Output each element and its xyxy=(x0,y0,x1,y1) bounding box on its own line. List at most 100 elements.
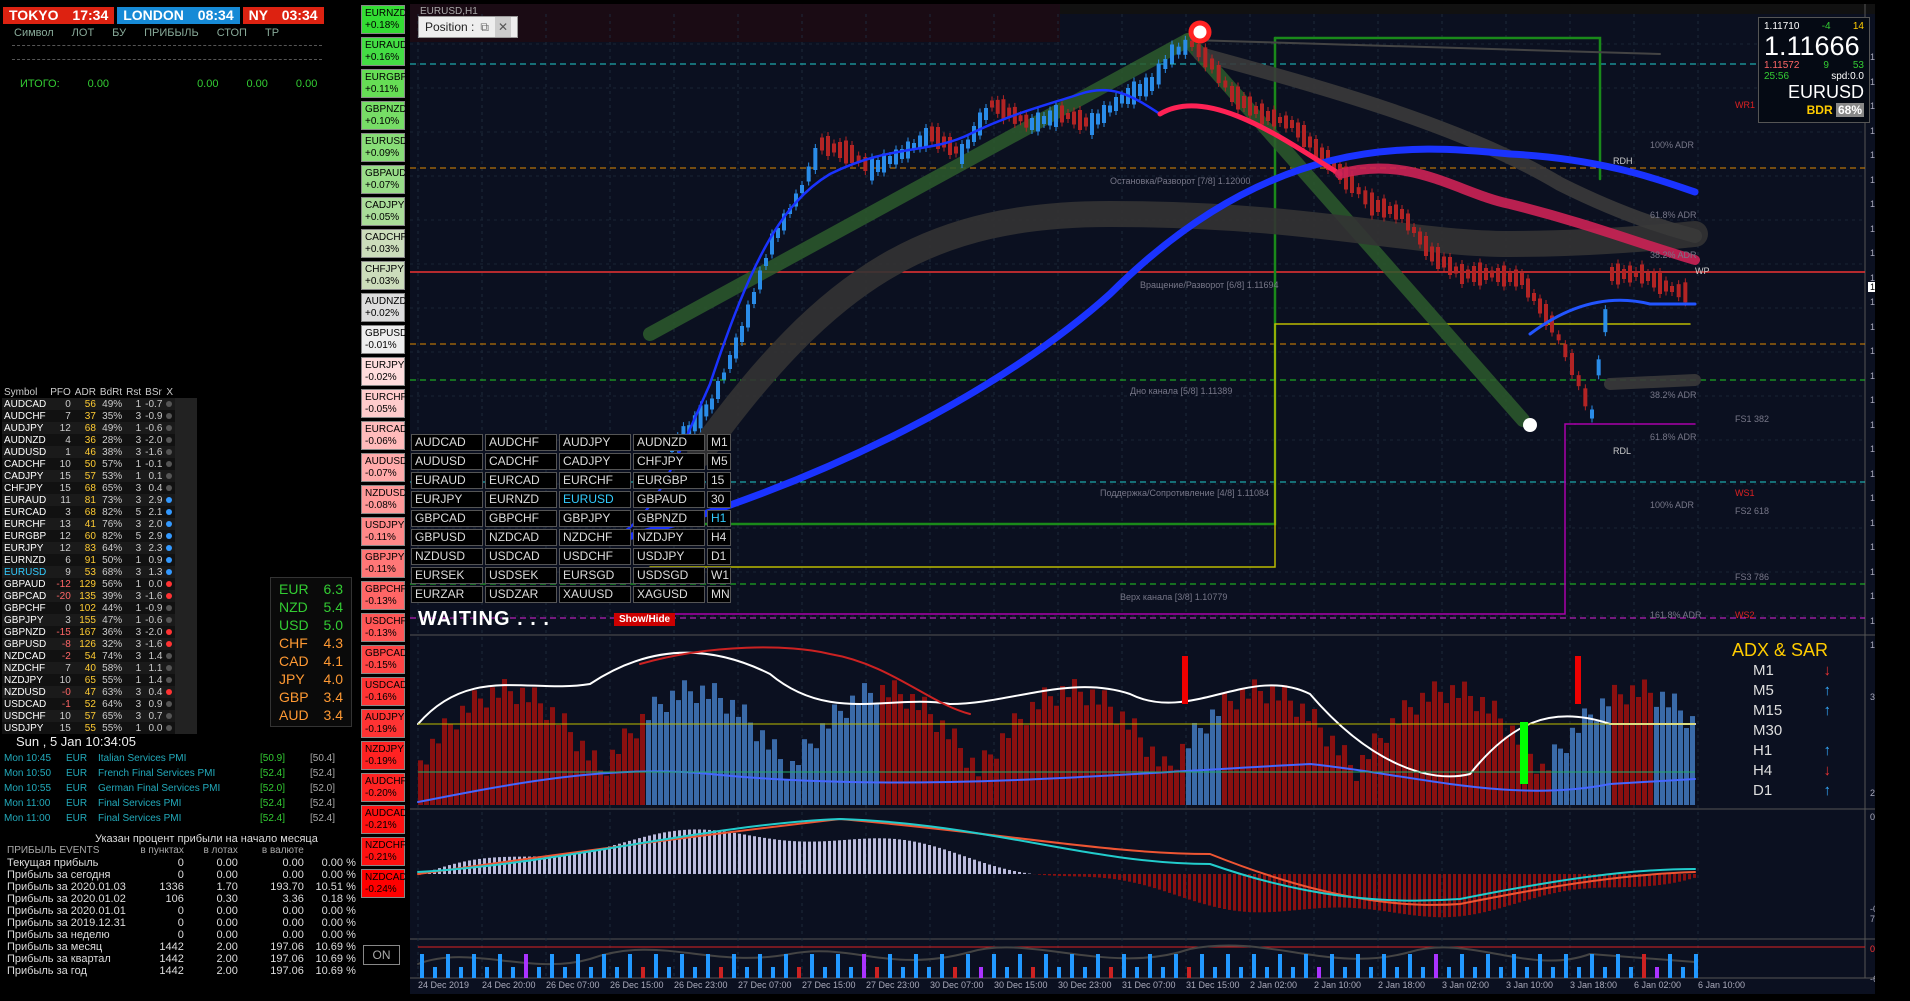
symbol-button-audchf[interactable]: AUDCHF xyxy=(485,434,557,451)
symbol-button-h1[interactable]: H1 xyxy=(707,510,731,527)
symbol-button-eurnzd[interactable]: EURNZD xyxy=(485,491,557,508)
symbol-row[interactable]: EURJPY 12 83 64% 3 2.3 xyxy=(2,542,198,554)
symbol-button-usdsgd[interactable]: USDSGD xyxy=(633,567,705,584)
symbol-button-audusd[interactable]: AUDUSD xyxy=(411,453,483,470)
symbol-button-mn[interactable]: MN xyxy=(707,586,731,603)
symbol-button-d1[interactable]: D1 xyxy=(707,548,731,565)
symbol-button-usdcad[interactable]: USDCAD xyxy=(485,548,557,565)
symbol-row[interactable]: CADJPY 15 57 53% 1 0.1 xyxy=(2,470,198,482)
pair-button-eurusd[interactable]: EURUSD +0.09% xyxy=(361,133,407,162)
news-item[interactable]: Mon 11:00 EUR Final Services PMI [52.4] [52.4… xyxy=(4,811,350,826)
symbol-button-nzdjpy[interactable]: NZDJPY xyxy=(633,529,705,546)
pair-button-nzdchf[interactable]: NZDCHF -0.21% xyxy=(361,837,406,866)
symbol-button-audjpy[interactable]: AUDJPY xyxy=(559,434,631,451)
symbol-button-gbpaud[interactable]: GBPAUD xyxy=(633,491,705,508)
pair-button-gbpjpy[interactable]: GBPJPY -0.11% xyxy=(361,549,405,578)
news-item[interactable]: Mon 11:00 EUR Final Services PMI [52.4] [52.4… xyxy=(4,796,350,811)
pair-button-audusd[interactable]: AUDUSD -0.07% xyxy=(361,453,407,482)
symbol-button-usdzar[interactable]: USDZAR xyxy=(485,586,557,603)
symbol-button-gbpusd[interactable]: GBPUSD xyxy=(411,529,483,546)
pair-button-audcad[interactable]: AUDCAD -0.21% xyxy=(361,805,407,834)
symbol-button-chfjpy[interactable]: CHFJPY xyxy=(633,453,705,470)
symbol-button-xagusd[interactable]: XAGUSD xyxy=(633,586,705,603)
symbol-button-gbpcad[interactable]: GBPCAD xyxy=(411,510,483,527)
symbol-button-euraud[interactable]: EURAUD xyxy=(411,472,483,489)
symbol-button-eurcad[interactable]: EURCAD xyxy=(485,472,557,489)
pair-button-eurjpy[interactable]: EURJPY -0.02% xyxy=(361,357,405,386)
symbol-row[interactable]: GBPUSD -8 126 32% 3 -1.6 xyxy=(2,638,198,650)
symbol-row[interactable]: NZDJPY 10 65 55% 1 1.4 xyxy=(2,674,198,686)
symbol-row[interactable]: USDCAD -1 52 64% 3 0.9 xyxy=(2,698,198,710)
pair-button-usdcad[interactable]: USDCAD -0.16% xyxy=(361,677,407,706)
symbol-row[interactable]: GBPJPY 3 155 47% 1 -0.6 xyxy=(2,614,198,626)
symbol-button-m1[interactable]: M1 xyxy=(707,434,731,451)
chart-canvas[interactable] xyxy=(410,4,1875,994)
symbol-button-gbpchf[interactable]: GBPCHF xyxy=(485,510,557,527)
symbol-row[interactable]: CADCHF 10 50 57% 1 -0.1 xyxy=(2,458,198,470)
symbol-button-nzdchf[interactable]: NZDCHF xyxy=(559,529,631,546)
symbol-row[interactable]: GBPCAD -20 135 39% 3 -1.6 xyxy=(2,590,198,602)
restore-icon[interactable]: ⧉ xyxy=(480,20,489,34)
symbol-button-eurusd[interactable]: EURUSD xyxy=(559,491,631,508)
symbol-row[interactable]: USDJPY 15 55 55% 1 0.0 xyxy=(2,722,198,734)
symbol-button-audnzd[interactable]: AUDNZD xyxy=(633,434,705,451)
symbol-row[interactable]: NZDUSD -0 47 63% 3 0.4 xyxy=(2,686,198,698)
symbol-row[interactable]: GBPNZD -15 167 36% 3 -2.0 xyxy=(2,626,198,638)
symbol-button-w1[interactable]: W1 xyxy=(707,567,731,584)
pair-button-gbpcad[interactable]: GBPCAD -0.15% xyxy=(361,645,407,674)
news-item[interactable]: Mon 10:45 EUR Italian Services PMI [50.9] [50… xyxy=(4,751,350,766)
news-item[interactable]: Mon 10:50 EUR French Final Services PMI [52.… xyxy=(4,766,350,781)
symbol-button-usdsek[interactable]: USDSEK xyxy=(485,567,557,584)
symbol-row[interactable]: GBPCHF 0 102 44% 1 -0.9 xyxy=(2,602,198,614)
pair-button-eurchf[interactable]: EURCHF -0.05% xyxy=(361,389,407,418)
symbol-row[interactable]: AUDUSD 1 46 38% 3 -1.6 xyxy=(2,446,198,458)
symbol-row[interactable]: NZDCAD -2 54 74% 3 1.4 xyxy=(2,650,198,662)
symbol-row[interactable]: USDCHF 10 57 65% 3 0.7 xyxy=(2,710,198,722)
symbol-row[interactable]: EURNZD 6 91 50% 1 0.9 xyxy=(2,554,198,566)
symbol-row[interactable]: NZDCHF 7 40 58% 1 1.1 xyxy=(2,662,198,674)
pair-button-chfjpy[interactable]: CHFJPY +0.03% xyxy=(361,261,405,290)
pair-button-audnzd[interactable]: AUDNZD +0.02% xyxy=(361,293,407,322)
symbol-button-eursgd[interactable]: EURSGD xyxy=(559,567,631,584)
symbol-button-eurgbp[interactable]: EURGBP xyxy=(633,472,705,489)
pair-button-gbpusd[interactable]: GBPUSD -0.01% xyxy=(361,325,407,354)
symbol-row[interactable]: EURCHF 13 41 76% 3 2.0 xyxy=(2,518,198,530)
pair-button-eurcad[interactable]: EURCAD -0.06% xyxy=(361,421,407,450)
symbol-button-xauusd[interactable]: XAUUSD xyxy=(559,586,631,603)
pair-button-gbpaud[interactable]: GBPAUD +0.07% xyxy=(361,165,407,194)
symbol-row[interactable]: AUDJPY 12 68 49% 1 -0.6 xyxy=(2,422,198,434)
pair-button-nzdjpy[interactable]: NZDJPY -0.19% xyxy=(361,741,405,770)
pair-button-eurnzd[interactable]: EURNZD +0.18% xyxy=(361,5,407,34)
symbol-row[interactable]: AUDNZD 4 36 28% 3 -2.0 xyxy=(2,434,198,446)
pair-button-nzdusd[interactable]: NZDUSD -0.08% xyxy=(361,485,407,514)
symbol-button-m5[interactable]: M5 xyxy=(707,453,731,470)
price-chart[interactable]: EURUSD,H1 Position : ⧉ ✕ AUDCAD AUDCHF AUD… xyxy=(410,4,1875,994)
symbol-row[interactable]: CHFJPY 15 68 65% 3 0.4 xyxy=(2,482,198,494)
pair-button-gbpchf[interactable]: GBPCHF -0.13% xyxy=(361,581,407,610)
symbol-button-15[interactable]: 15 xyxy=(707,472,731,489)
pair-button-eurgbp[interactable]: EURGBP +0.11% xyxy=(361,69,407,98)
pair-button-nzdcad[interactable]: NZDCAD -0.24% xyxy=(361,869,407,898)
symbol-row[interactable]: AUDCHF 7 37 35% 3 -0.9 xyxy=(2,410,198,422)
position-panel[interactable]: Position : ⧉ ✕ xyxy=(418,16,518,38)
symbol-button-usdchf[interactable]: USDCHF xyxy=(559,548,631,565)
symbol-button-audcad[interactable]: AUDCAD xyxy=(411,434,483,451)
pair-button-audchf[interactable]: AUDCHF -0.20% xyxy=(361,773,407,802)
symbol-row[interactable]: GBPAUD -12 129 56% 1 0.0 xyxy=(2,578,198,590)
symbol-button-30[interactable]: 30 xyxy=(707,491,731,508)
symbol-row[interactable]: EURAUD 11 81 73% 3 2.9 xyxy=(2,494,198,506)
symbol-button-nzdcad[interactable]: NZDCAD xyxy=(485,529,557,546)
symbol-button-gbpnzd[interactable]: GBPNZD xyxy=(633,510,705,527)
symbol-button-nzdusd[interactable]: NZDUSD xyxy=(411,548,483,565)
pair-button-cadjpy[interactable]: CADJPY +0.05% xyxy=(361,197,405,226)
symbol-button-cadchf[interactable]: CADCHF xyxy=(485,453,557,470)
symbol-row[interactable]: EURUSD 9 53 68% 3 1.3 xyxy=(2,566,198,578)
pair-button-cadchf[interactable]: CADCHF +0.03% xyxy=(361,229,407,258)
symbol-button-eurjpy[interactable]: EURJPY xyxy=(411,491,483,508)
symbol-button-gbpjpy[interactable]: GBPJPY xyxy=(559,510,631,527)
symbol-button-cadjpy[interactable]: CADJPY xyxy=(559,453,631,470)
symbol-button-eursek[interactable]: EURSEK xyxy=(411,567,483,584)
close-icon[interactable]: ✕ xyxy=(494,17,511,37)
symbol-row[interactable]: EURGBP 12 60 82% 5 2.9 xyxy=(2,530,198,542)
pair-button-euraud[interactable]: EURAUD +0.16% xyxy=(361,37,407,66)
